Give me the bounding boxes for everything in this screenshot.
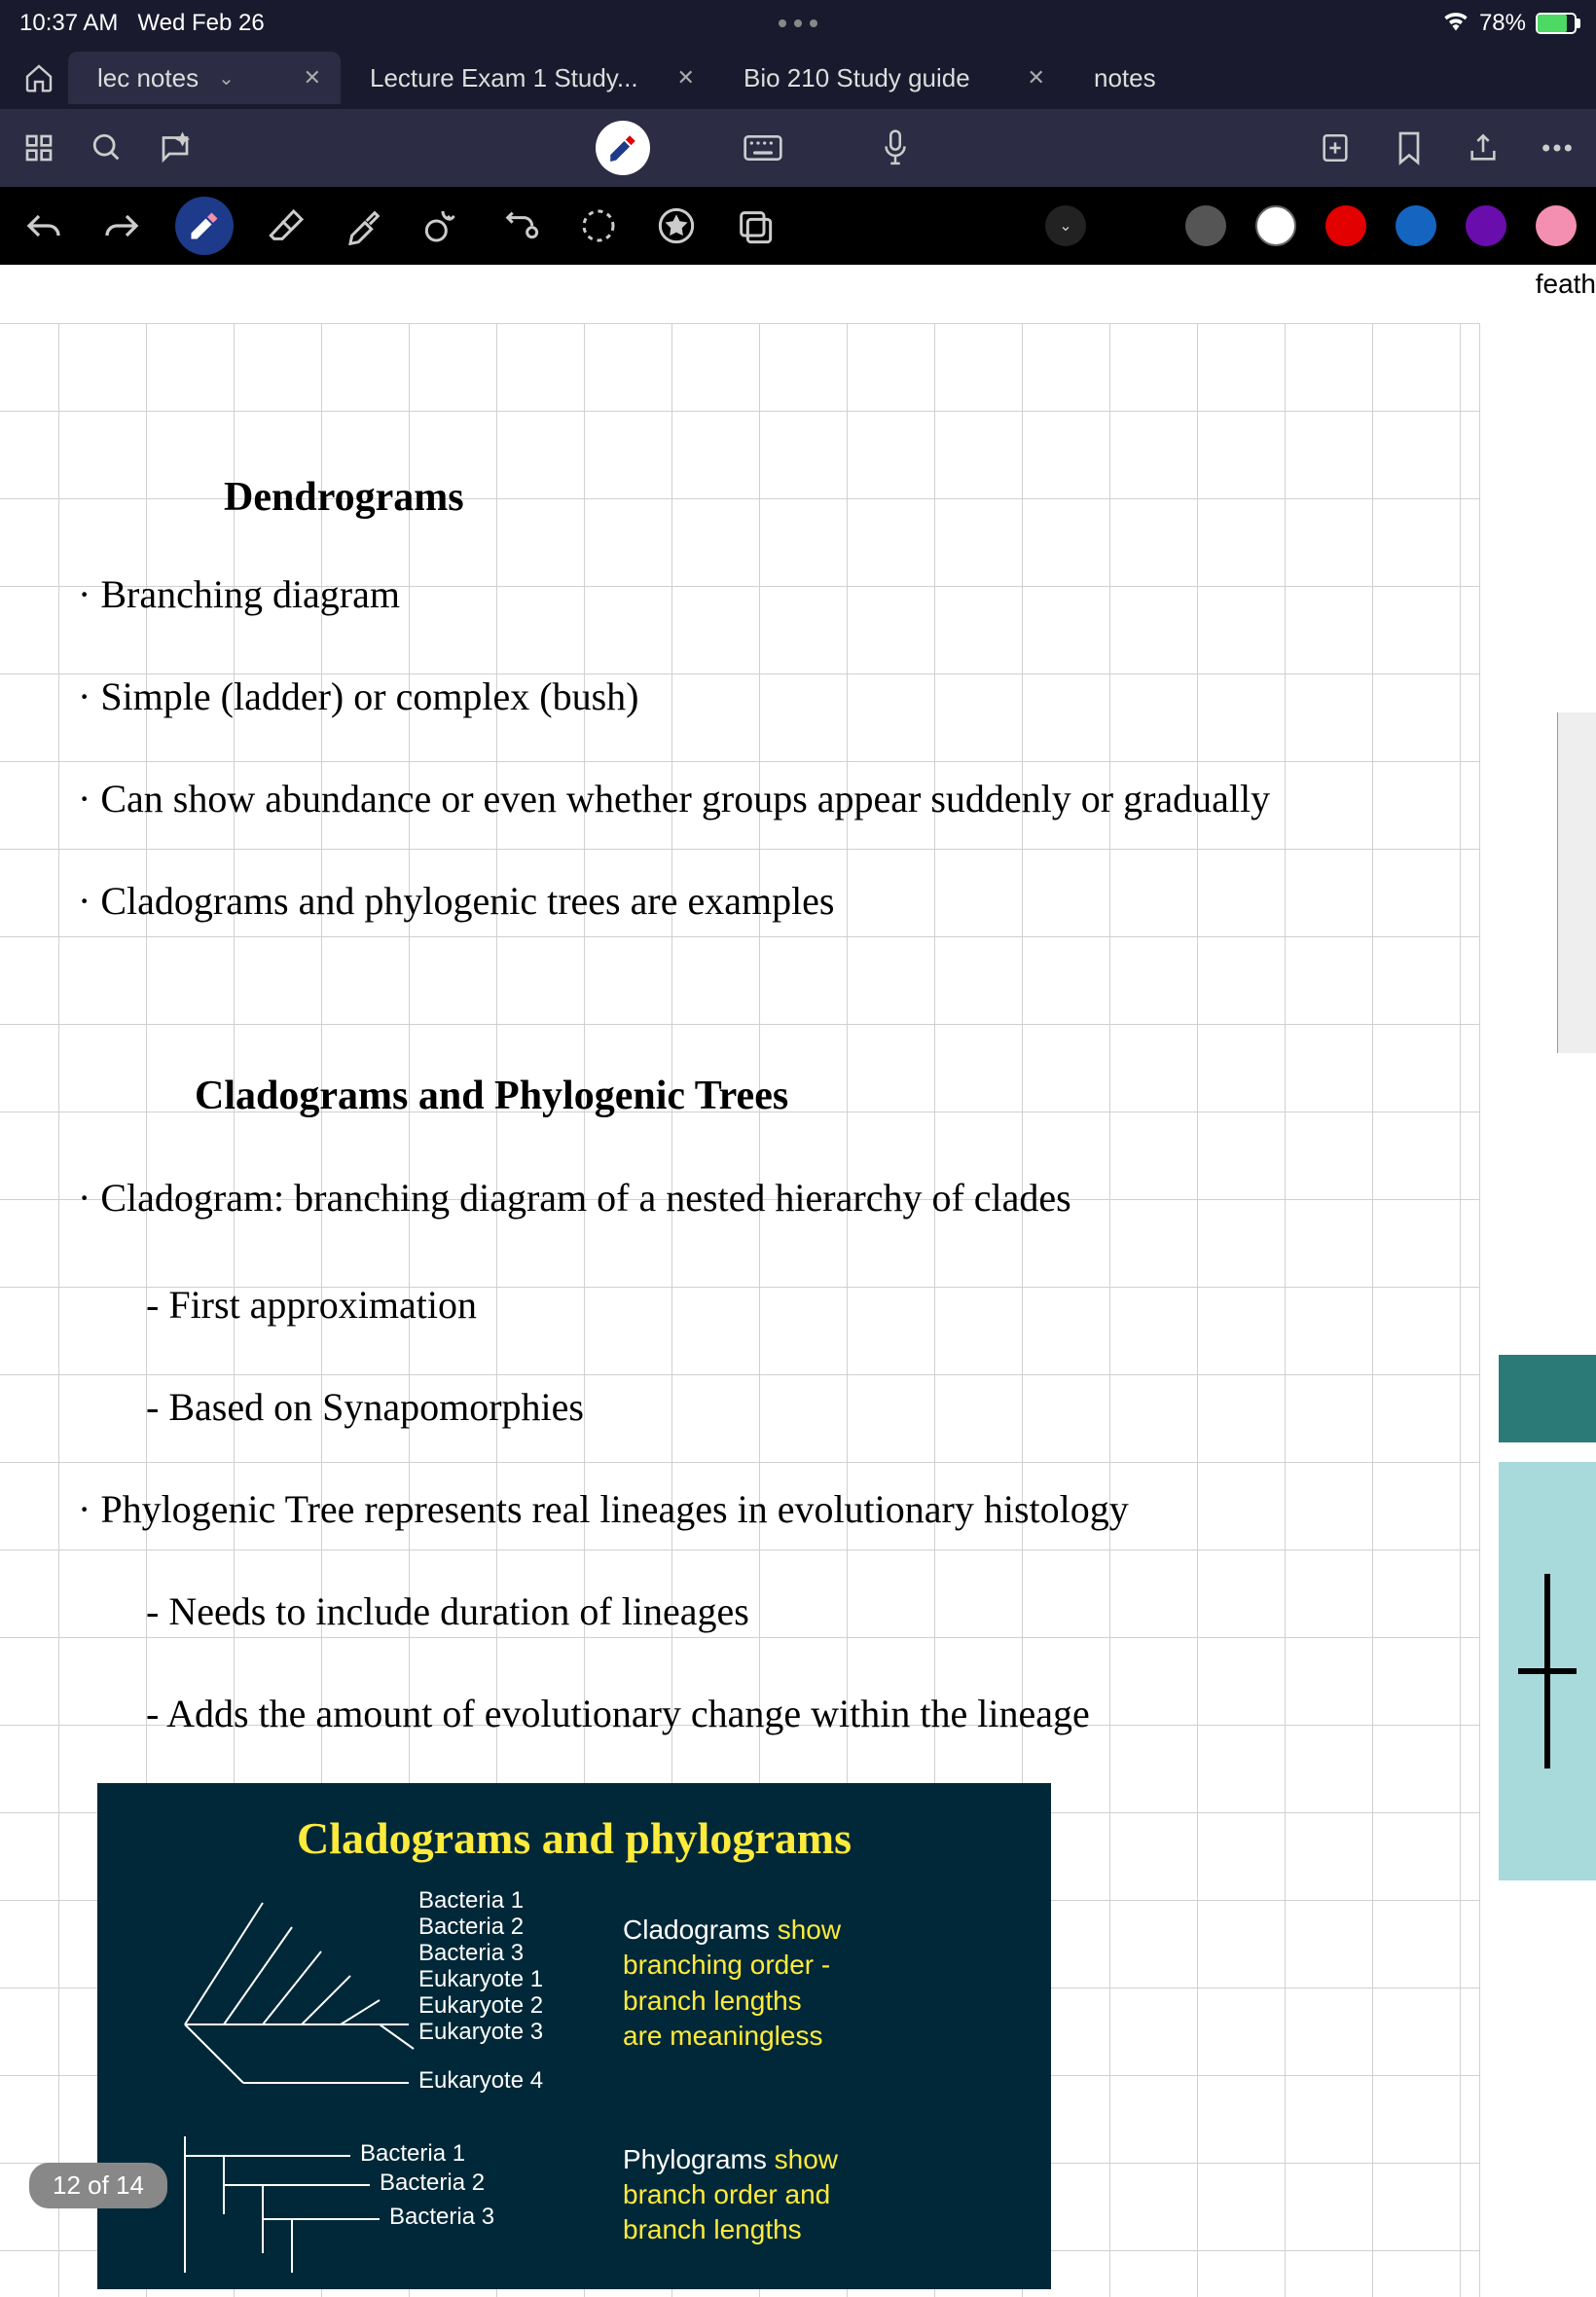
battery-icon <box>1536 13 1577 34</box>
lasso-tool[interactable] <box>496 201 545 250</box>
note-line: · Cladograms and phylogenic trees are ex… <box>78 878 835 924</box>
wifi-icon <box>1442 10 1469 38</box>
note-line: · Simple (ladder) or complex (bush) <box>78 674 639 719</box>
tab-lec-notes[interactable]: lec notes ⌄ ✕ <box>68 52 341 104</box>
close-icon[interactable]: ✕ <box>677 65 695 91</box>
tab-bio-210[interactable]: Bio 210 Study guide ✕ <box>714 52 1065 104</box>
tab-lecture-exam[interactable]: Lecture Exam 1 Study... ✕ <box>341 52 714 104</box>
shape-tool[interactable] <box>418 201 467 250</box>
chevron-down-icon: ⌄ <box>218 66 235 91</box>
note-line: - First approximation <box>146 1282 477 1328</box>
color-purple[interactable] <box>1466 205 1506 246</box>
status-bar: 10:37 AM Wed Feb 26 78% <box>0 0 1596 47</box>
svg-text:Eukaryote 3: Eukaryote 3 <box>418 2019 543 2045</box>
grid-view-icon[interactable] <box>19 128 58 167</box>
more-icon[interactable] <box>1538 128 1577 167</box>
note-line: - Adds the amount of evolutionary change… <box>146 1691 1090 1736</box>
elements-tool[interactable] <box>730 201 779 250</box>
close-icon[interactable]: ✕ <box>1028 65 1045 91</box>
status-time: 10:37 AM <box>19 10 118 37</box>
bookmark-icon[interactable] <box>1390 128 1429 167</box>
svg-text:Bacteria 2: Bacteria 2 <box>418 1914 524 1940</box>
slide-text-phylograms: Phylograms show branch order and branch … <box>623 2142 841 2248</box>
undo-icon[interactable] <box>19 201 68 250</box>
home-button[interactable] <box>10 62 68 93</box>
tool-bar: ⌄ <box>0 187 1596 265</box>
embedded-slide: Cladograms and phylograms Bacter <box>97 1783 1051 2289</box>
note-line: - Based on Synapomorphies <box>146 1384 584 1430</box>
add-page-icon[interactable] <box>1316 128 1355 167</box>
cutoff-text: feath <box>1536 269 1596 300</box>
heading-dendrograms: Dendrograms <box>224 474 464 521</box>
tab-bar: lec notes ⌄ ✕ Lecture Exam 1 Study... ✕ … <box>0 47 1596 109</box>
color-blue[interactable] <box>1396 205 1436 246</box>
svg-text:Bacteria 3: Bacteria 3 <box>418 1940 524 1966</box>
adjacent-page-peek <box>1557 712 1596 1053</box>
color-pink[interactable] <box>1536 205 1577 246</box>
note-line: · Phylogenic Tree represents real lineag… <box>78 1486 1129 1532</box>
redo-icon[interactable] <box>97 201 146 250</box>
color-red[interactable] <box>1325 205 1366 246</box>
keyboard-icon[interactable] <box>744 128 782 167</box>
favorite-tool[interactable] <box>652 201 701 250</box>
heading-cladograms: Cladograms and Phylogenic Trees <box>195 1073 788 1119</box>
highlighter-tool[interactable] <box>341 201 389 250</box>
note-line: · Can show abundance or even whether gro… <box>78 776 1270 821</box>
svg-text:Eukaryote 4: Eukaryote 4 <box>418 2067 543 2094</box>
cladogram-diagram: Bacteria 1 Bacteria 2 Bacteria 3 Eukaryo… <box>127 1883 584 2273</box>
slide-title: Cladograms and phylograms <box>127 1812 1022 1864</box>
note-line: · Branching diagram <box>78 571 400 617</box>
svg-text:Bacteria 3: Bacteria 3 <box>389 2204 494 2230</box>
battery-percentage: 78% <box>1479 10 1526 37</box>
color-dropdown[interactable]: ⌄ <box>1045 205 1086 246</box>
tab-label: Bio 210 Study guide <box>744 63 970 93</box>
dashed-select-tool[interactable] <box>574 201 623 250</box>
page-counter: 12 of 14 <box>29 2163 167 2208</box>
adjacent-page-peek <box>1499 1355 1596 1442</box>
svg-text:Bacteria 1: Bacteria 1 <box>418 1887 524 1914</box>
svg-text:Bacteria 2: Bacteria 2 <box>380 2169 485 2196</box>
note-line: - Needs to include duration of lineages <box>146 1588 749 1634</box>
note-canvas[interactable]: feath Dendrograms · Branching diagram · … <box>0 265 1596 2297</box>
tab-notes[interactable]: notes <box>1065 52 1220 104</box>
draw-mode-button[interactable] <box>596 121 650 175</box>
adjacent-page-peek <box>1499 1462 1596 1880</box>
action-bar <box>0 109 1596 187</box>
close-icon[interactable]: ✕ <box>304 65 321 91</box>
status-date: Wed Feb 26 <box>137 10 264 37</box>
multitask-dots[interactable] <box>779 19 817 27</box>
tab-label: lec notes <box>97 63 199 93</box>
ai-chat-icon[interactable] <box>156 128 195 167</box>
pen-tool[interactable] <box>175 197 234 255</box>
svg-text:Eukaryote 1: Eukaryote 1 <box>418 1966 543 1992</box>
svg-text:Bacteria 1: Bacteria 1 <box>360 2140 465 2167</box>
tab-label: notes <box>1094 63 1156 93</box>
svg-text:Eukaryote 2: Eukaryote 2 <box>418 1992 543 2019</box>
color-black[interactable] <box>1115 205 1156 246</box>
color-white[interactable] <box>1255 205 1296 246</box>
search-icon[interactable] <box>88 128 127 167</box>
note-line: · Cladogram: branching diagram of a nest… <box>78 1175 1071 1221</box>
share-icon[interactable] <box>1464 128 1503 167</box>
color-gray[interactable] <box>1185 205 1226 246</box>
tab-label: Lecture Exam 1 Study... <box>370 63 638 93</box>
slide-text-cladograms: Cladograms show branching order - branch… <box>623 1913 841 2055</box>
eraser-tool[interactable] <box>263 201 311 250</box>
microphone-icon[interactable] <box>876 128 915 167</box>
